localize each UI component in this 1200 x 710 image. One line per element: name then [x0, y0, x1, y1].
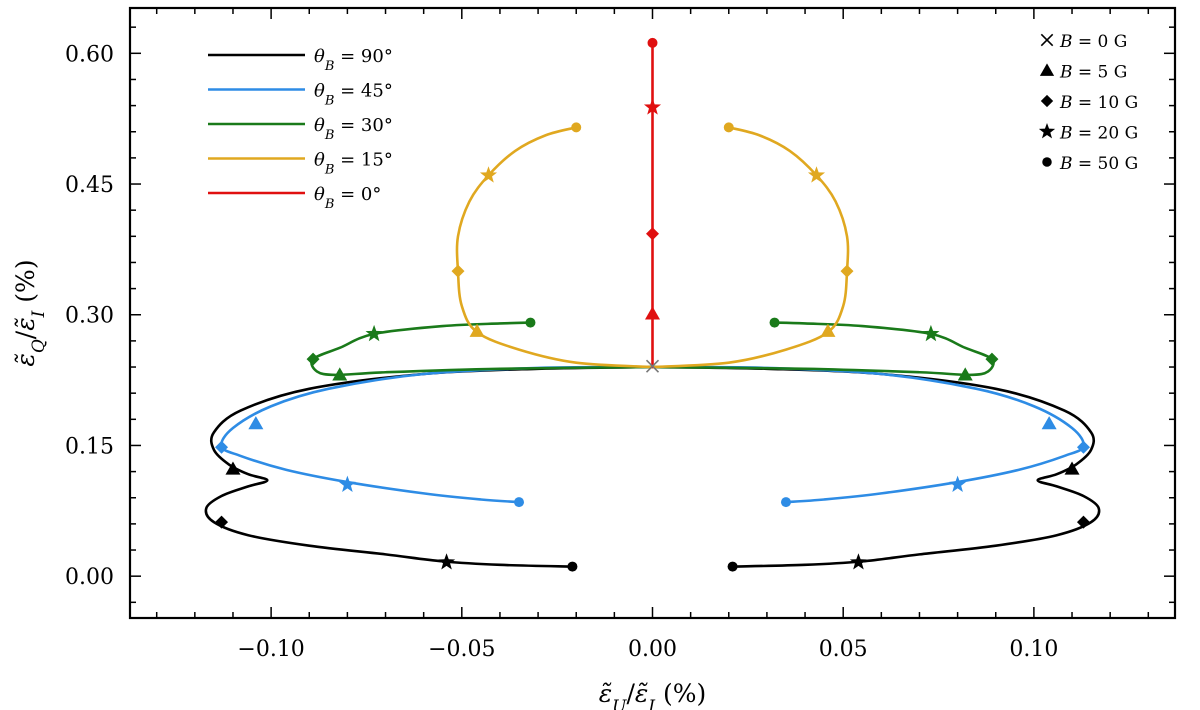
- series-3-marker-triangle-mirror: [820, 323, 836, 337]
- series-3-line-left: [455, 126, 654, 369]
- series-0-marker-star-mirror: [849, 553, 868, 570]
- marker-legend-label-triangle: B = 5 G: [1059, 63, 1127, 83]
- y-axis-label: ε̃Q/ε̃I (%): [11, 259, 49, 366]
- series-3-marker-diamond-mirror: [840, 264, 854, 278]
- legend-label-series-2: θB = 30°: [314, 115, 393, 143]
- series-legend: θB = 90° θB = 45° θB = 30° θB = 15° θB = 0°: [208, 46, 393, 212]
- y-tick-label: 0.30: [65, 304, 114, 329]
- marker-legend-label-diamond: B = 10 G: [1059, 93, 1138, 113]
- series-1-marker-triangle-mirror: [1041, 416, 1057, 430]
- series-3-marker-circle: [571, 122, 582, 133]
- y-tick-label: 0.60: [65, 42, 114, 67]
- series-2-marker-star: [365, 324, 383, 342]
- series-2-marker-circle-mirror: [769, 317, 780, 328]
- marker-legend-label-cross: B = 0 G: [1059, 32, 1127, 52]
- legend-label-series-3: θB = 15°: [314, 150, 393, 178]
- plot-frame: [128, 6, 1177, 620]
- marker-layer: [215, 37, 1090, 572]
- series-1-marker-star: [338, 475, 356, 492]
- x-tick-label: −0.10: [237, 637, 304, 662]
- series-1-marker-triangle: [248, 416, 264, 430]
- x-tick-label: 0.05: [819, 637, 868, 662]
- series-3-marker-diamond: [451, 264, 465, 278]
- y-tick-label: 0.00: [65, 565, 114, 590]
- series-3-line-right: [651, 126, 850, 369]
- marker-legend-symbol-triangle: [1039, 63, 1055, 76]
- series-1-marker-circle: [514, 497, 525, 508]
- legend-label-series-4: θB = 0°: [314, 184, 381, 212]
- series-0-line-left: [204, 365, 654, 568]
- marker-legend-symbol-cross: [1040, 33, 1054, 47]
- series-1-marker-diamond-mirror: [1076, 440, 1090, 454]
- series-4-marker-circle: [647, 37, 658, 48]
- series-1-marker-circle-mirror: [780, 497, 791, 508]
- series-2-marker-diamond-mirror: [985, 352, 999, 366]
- legend-label-series-0: θB = 90°: [314, 46, 393, 74]
- marker-legend-label-star: B = 20 G: [1059, 124, 1138, 144]
- marker-legend: B = 0 G B = 5 G B = 10 G B = 20 G B = 50 G: [1038, 32, 1138, 174]
- y-tick-label: 0.45: [65, 173, 114, 198]
- series-4-marker-diamond: [646, 227, 659, 241]
- series-2-marker-diamond: [306, 352, 320, 366]
- series-4-marker-star: [643, 98, 662, 115]
- series-3-marker-triangle: [469, 323, 485, 337]
- axes: −0.10 −0.05 0.00 0.05 0.10 0.00 0.15 0.30 0.45 0.…: [11, 8, 1175, 710]
- series-2-marker-circle: [525, 317, 536, 328]
- x-axis-label: ε̃U/ε̃I (%): [599, 679, 707, 710]
- series-0-marker-triangle-mirror: [1064, 461, 1080, 475]
- series-0-marker-circle-mirror: [727, 561, 738, 572]
- series-4-marker-triangle: [645, 306, 660, 320]
- marker-legend-symbol-circle: [1042, 157, 1052, 167]
- series-1-marker-star-mirror: [949, 475, 967, 492]
- series-2-marker-triangle: [332, 367, 348, 381]
- marker-legend-label-circle: B = 50 G: [1059, 154, 1138, 174]
- x-tick-label: −0.05: [428, 637, 495, 662]
- marker-legend-symbol-star: [1038, 122, 1056, 139]
- series-3-marker-star: [479, 166, 498, 183]
- series-0-marker-diamond: [215, 515, 229, 529]
- y-tick-label: 0.15: [65, 434, 114, 459]
- series-0-marker-circle: [567, 561, 578, 572]
- series-0-marker-diamond-mirror: [1076, 515, 1090, 529]
- series-0-marker-star: [437, 553, 456, 570]
- marker-legend-symbol-diamond: [1040, 94, 1054, 108]
- series-2-marker-star-mirror: [922, 324, 940, 342]
- legend-label-series-1: θB = 45°: [314, 81, 393, 109]
- series-0-line-right: [651, 365, 1101, 568]
- series-2-marker-triangle-mirror: [957, 367, 973, 381]
- series-3-marker-circle-mirror: [723, 122, 734, 133]
- cross-stroke: [1040, 33, 1054, 47]
- x-tick-label: 0.10: [1009, 637, 1058, 662]
- cross-stroke: [645, 359, 660, 373]
- x-tick-label: 0.00: [628, 637, 677, 662]
- series-0-marker-triangle: [225, 461, 241, 475]
- series-1-marker-diamond: [215, 440, 229, 454]
- series-3-marker-star-mirror: [807, 166, 826, 183]
- origin-marker-cross: [645, 359, 660, 373]
